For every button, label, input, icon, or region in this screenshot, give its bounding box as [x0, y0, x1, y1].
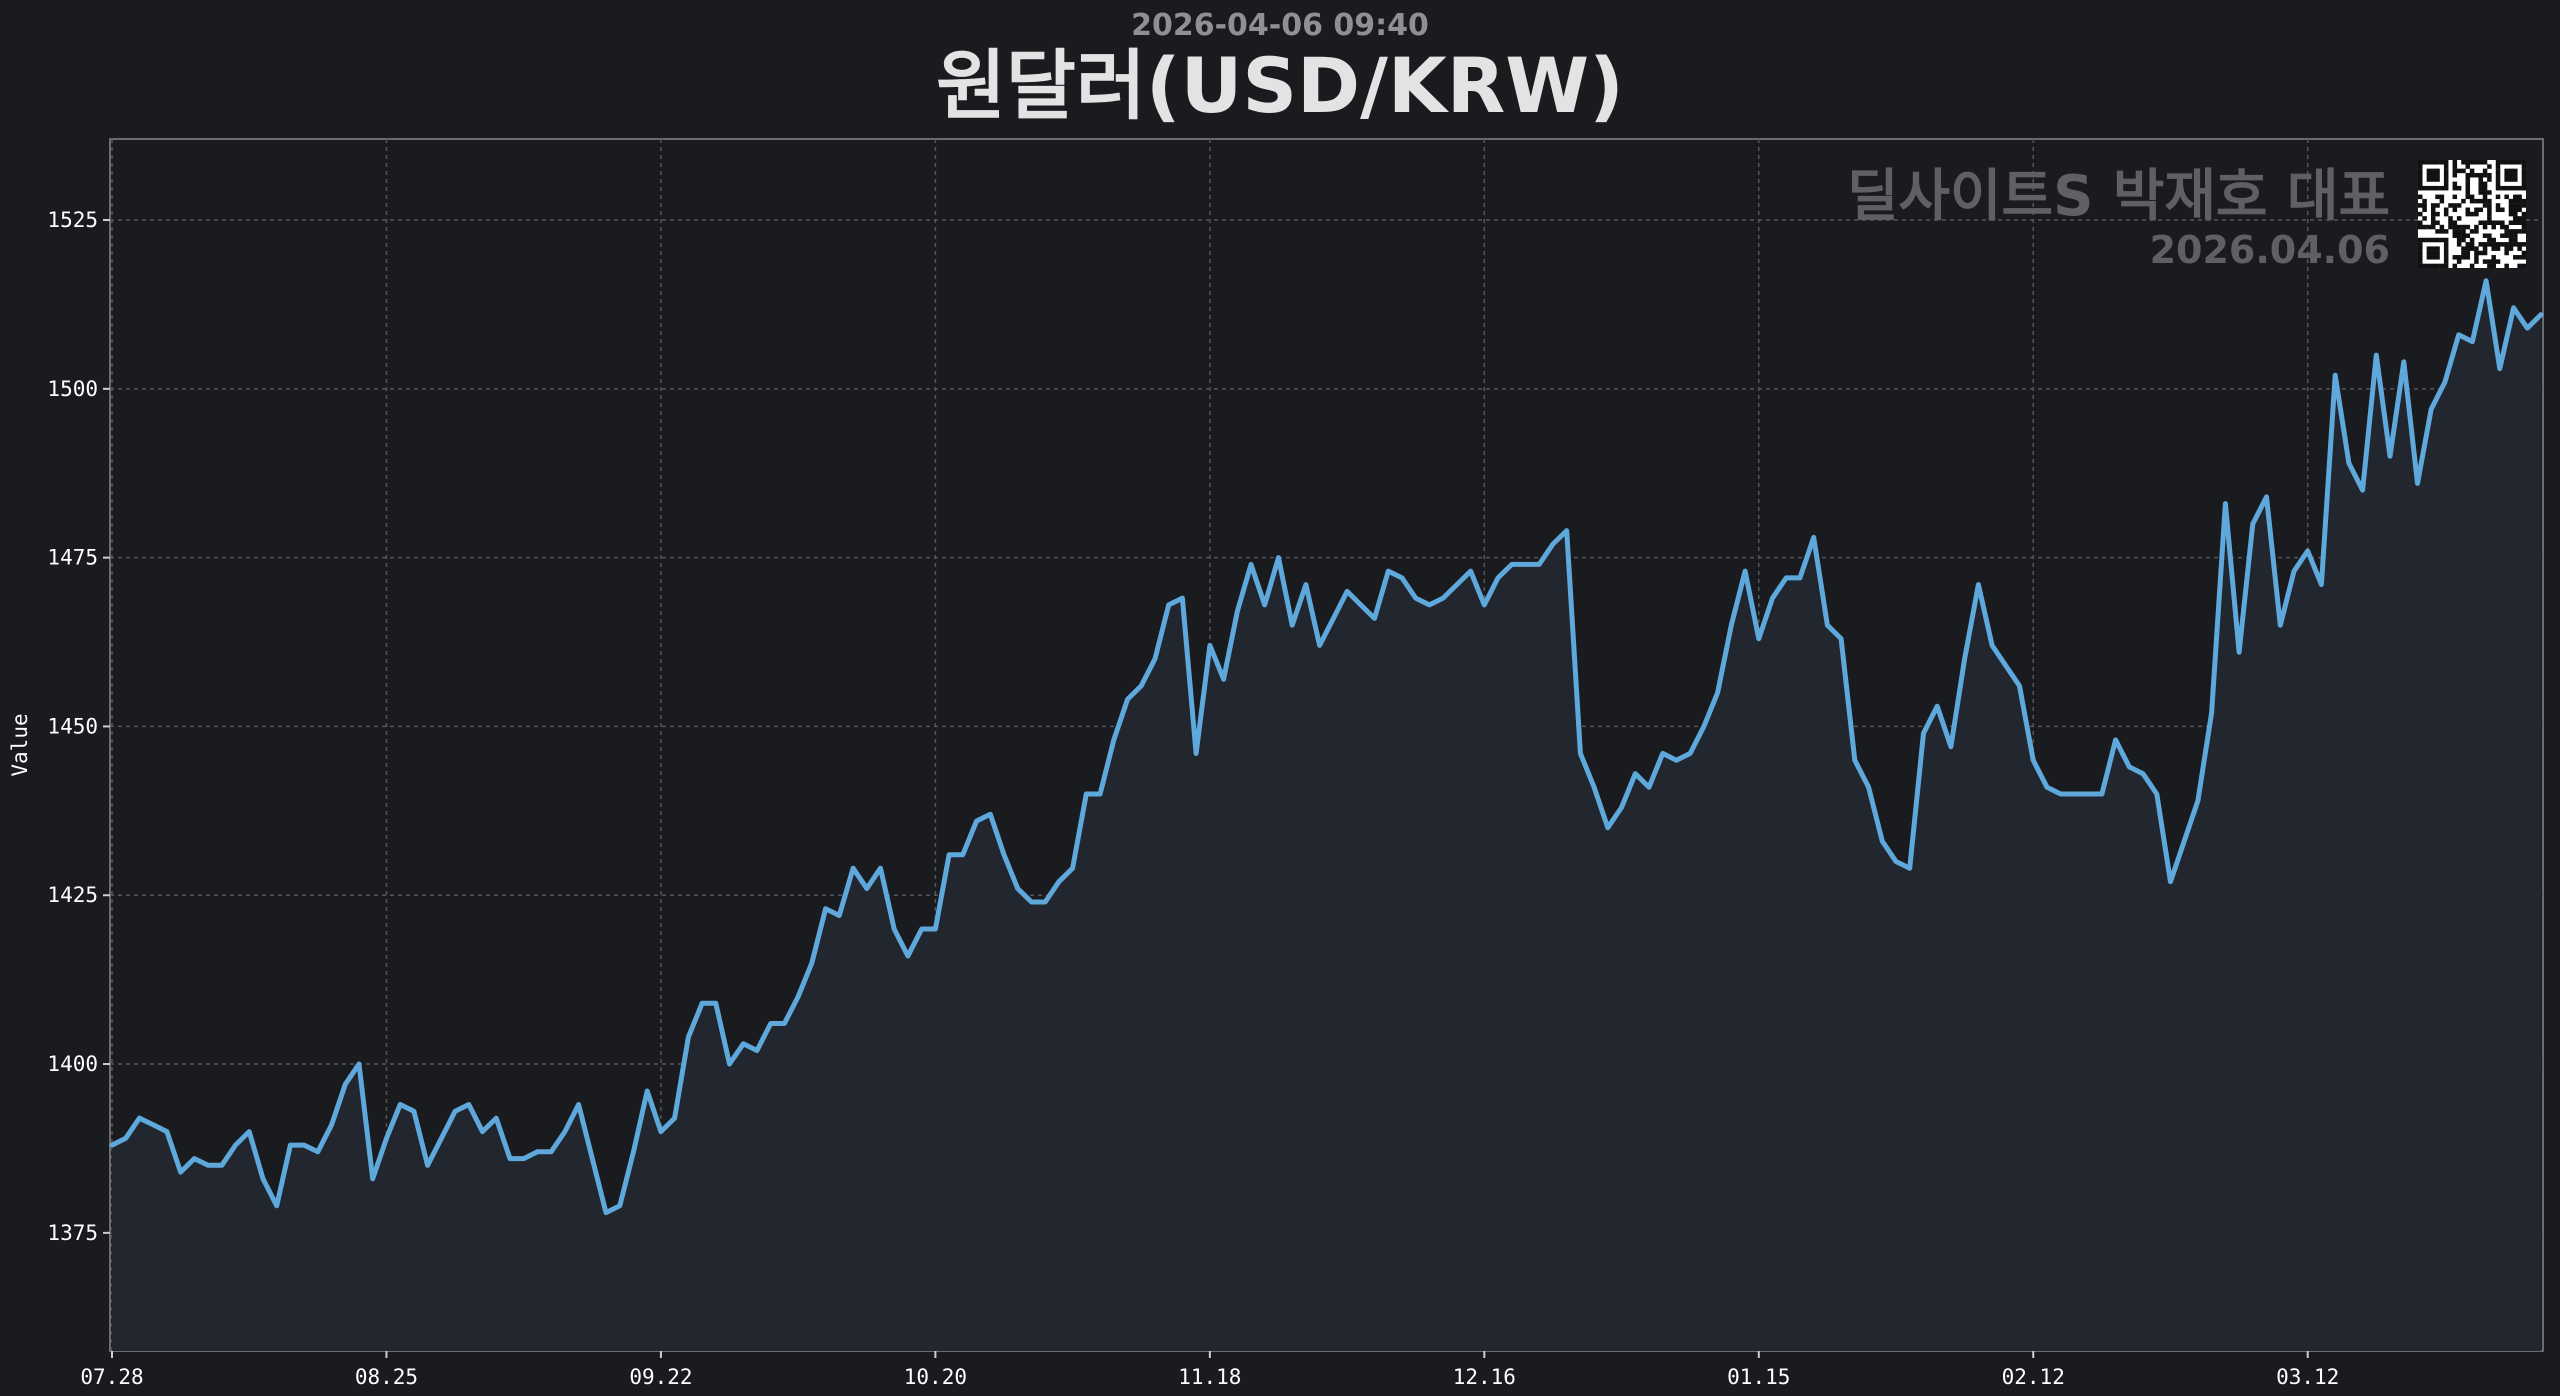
chart-datetime: 2026-04-06 09:40: [1131, 8, 1429, 43]
y-tick-label: 1525: [47, 208, 98, 232]
y-tick-label: 1425: [47, 883, 98, 907]
y-tick-label: 1500: [47, 377, 98, 401]
y-tick-label: 1400: [47, 1052, 98, 1076]
x-tick-label: 10.20: [904, 1365, 967, 1389]
qr-code: [2418, 160, 2527, 269]
x-tick-label: 01.15: [1727, 1365, 1790, 1389]
x-tick-label: 12.16: [1453, 1365, 1516, 1389]
y-tick-label: 1475: [47, 546, 98, 570]
area-fill: [112, 280, 2541, 1351]
x-tick-label: 02.12: [2002, 1365, 2065, 1389]
watermark-name: 딜사이트S 박재호 대표: [1847, 164, 2390, 229]
x-tick-label: 08.25: [355, 1365, 418, 1389]
y-tick-label: 1375: [47, 1221, 98, 1245]
x-tick-label: 09.22: [629, 1365, 692, 1389]
y-ticks: 1375 1400 1425 1450 1475 1500 1525: [47, 208, 110, 1245]
y-axis-label: Value: [8, 713, 32, 776]
x-ticks: 07.28 08.25 09.22 10.20 11.18 12.16 01.15 02.12…: [80, 1351, 2339, 1389]
chart-title: 원달러(USD/KRW): [936, 41, 1624, 130]
x-tick-label: 11.18: [1178, 1365, 1241, 1389]
x-tick-label: 07.28: [80, 1365, 143, 1389]
x-tick-label: 03.12: [2276, 1365, 2339, 1389]
y-tick-label: 1450: [47, 714, 98, 738]
watermark-date: 2026.04.06: [2150, 228, 2390, 272]
series-line: [109, 278, 2544, 1216]
